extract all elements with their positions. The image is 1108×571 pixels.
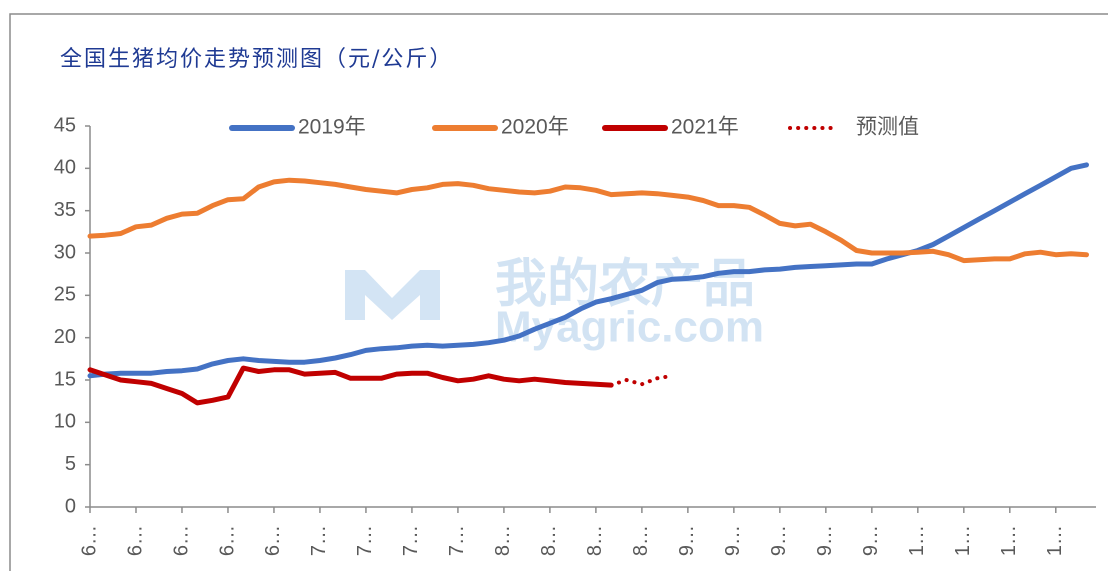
x-tick-label: 6…: [78, 525, 100, 556]
legend-label: 2020年: [501, 116, 569, 139]
x-tick-label: 9…: [814, 525, 836, 556]
series-line: [87, 162, 1089, 379]
series-line: [87, 365, 614, 406]
x-tick-label: 9…: [722, 525, 744, 556]
x-tick-label: 6…: [262, 525, 284, 556]
watermark-cn: 我的农产品: [495, 256, 755, 314]
legend-label: 预测值: [856, 116, 919, 139]
x-tick-label: 6…: [170, 525, 192, 556]
legend-item: 2020年: [432, 116, 569, 139]
watermark: 我的农产品 Myagric.com: [345, 256, 764, 352]
y-tick-label: 40: [54, 157, 76, 179]
x-tick-label: 7…: [354, 525, 376, 556]
x-tick-label: 6…: [216, 525, 238, 556]
y-tick-label: 25: [54, 284, 76, 306]
x-tick-label: 1…: [906, 525, 928, 556]
series-line: [87, 177, 1089, 264]
x-tick-label: 1…: [998, 525, 1020, 556]
x-tick-label: 1…: [1044, 525, 1066, 556]
x-tick-label: 7…: [400, 525, 422, 556]
x-tick-label: 8…: [538, 525, 560, 556]
legend-label: 2021年: [671, 116, 739, 139]
y-tick-label: 5: [65, 453, 76, 475]
y-tick-label: 15: [54, 368, 76, 390]
y-tick-label: 20: [54, 326, 76, 348]
x-tick-label: 6…: [124, 525, 146, 556]
y-tick-label: 30: [54, 241, 76, 263]
x-tick-label: 9…: [860, 525, 882, 556]
x-tick-label: 7…: [446, 525, 468, 556]
y-tick-label: 35: [54, 199, 76, 221]
y-tick-label: 45: [54, 114, 76, 136]
watermark-logo: [345, 270, 440, 320]
x-tick-label: 1…: [952, 525, 974, 556]
legend-label: 2019年: [298, 116, 366, 139]
x-tick-label: 8…: [630, 525, 652, 556]
legend-item: 2019年: [229, 116, 366, 139]
x-tick-label: 8…: [492, 525, 514, 556]
series-line: [609, 373, 675, 388]
x-tick-label: 9…: [768, 525, 790, 556]
y-tick-label: 10: [54, 411, 76, 433]
legend-item: 2021年: [602, 116, 739, 139]
y-tick-label: 0: [65, 495, 76, 517]
chart-title: 全国生猪均价走势预测图（元/公斤）: [60, 47, 453, 72]
x-tick-label: 8…: [584, 525, 606, 556]
chart-frame: [9, 13, 1108, 571]
x-tick-label: 7…: [308, 525, 330, 556]
legend-item: 预测值: [788, 116, 919, 139]
x-tick-label: 9…: [676, 525, 698, 556]
